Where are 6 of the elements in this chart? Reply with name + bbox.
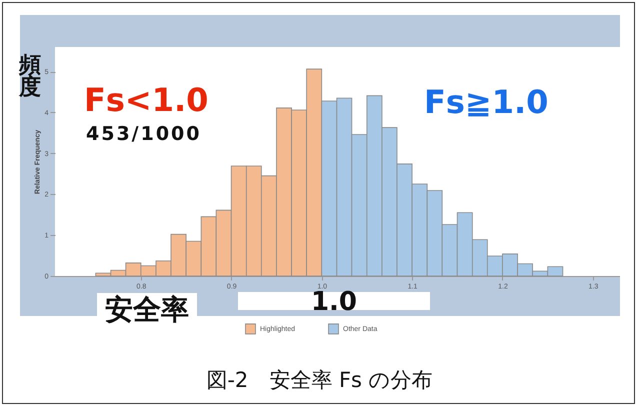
annotation: Fs≧1.0 xyxy=(424,83,548,121)
text: 安全率 xyxy=(97,293,197,326)
text: 頻度 xyxy=(19,53,42,100)
annotation: Fs<1.0 xyxy=(84,81,208,119)
annotation: 453/1000 xyxy=(86,123,202,145)
text: 図-2 安全率 Fs の分布 xyxy=(205,367,434,394)
